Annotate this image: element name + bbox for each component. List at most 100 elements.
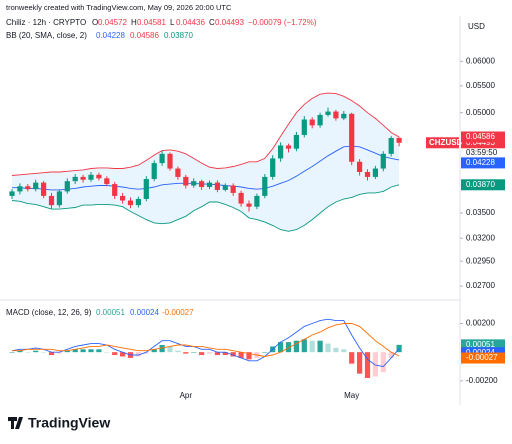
y-tick-label: 0.02700 <box>466 281 495 290</box>
candle-body <box>230 185 236 193</box>
logo-icon <box>8 417 23 429</box>
histogram-bar <box>135 352 141 357</box>
y-tick-label: 0.02950 <box>466 256 495 265</box>
candle-body <box>396 137 402 143</box>
bb-line <box>11 92 400 176</box>
candle-body <box>88 174 94 180</box>
candle-body <box>380 153 386 169</box>
histogram-bar <box>278 342 284 353</box>
y-tick-label: 0.00200 <box>466 319 495 328</box>
histogram-bar <box>206 352 213 354</box>
candle-body <box>301 119 307 135</box>
tradingview-logo: TradingView <box>8 415 110 431</box>
candle-body <box>9 191 15 196</box>
candle-body <box>349 113 355 162</box>
legend-value: 0.04436 <box>176 18 205 27</box>
candle-body <box>64 181 70 192</box>
histogram-bar <box>72 349 78 353</box>
histogram-bar <box>364 352 371 378</box>
candle-body <box>278 145 284 159</box>
histogram-bar <box>17 350 23 353</box>
upper-tag: 0.04586 <box>466 132 495 141</box>
candle-body <box>127 200 134 206</box>
candle-body <box>120 195 126 201</box>
histogram-bar <box>262 352 268 353</box>
candle-body <box>372 168 378 177</box>
histogram-bar <box>325 343 331 353</box>
histogram-bar <box>293 340 299 353</box>
candle-body <box>285 145 292 149</box>
legend-value: 0.04581 <box>137 18 166 27</box>
overlay-value: 0.04228 <box>96 31 125 40</box>
histogram-bar <box>120 352 126 357</box>
candle-body <box>238 192 244 204</box>
histogram-bar <box>33 350 39 353</box>
lower-tag-bg <box>461 179 505 191</box>
candle-body <box>357 161 363 172</box>
histogram-bar <box>199 352 205 356</box>
candle-body <box>214 182 220 190</box>
histogram-bar <box>25 352 31 353</box>
legend-key: L <box>170 18 175 27</box>
countdown: 03:59:50 <box>466 148 498 157</box>
y-tick-label: 0.05500 <box>466 81 495 90</box>
candle-body <box>167 153 173 169</box>
upper-tag-bg <box>461 131 505 143</box>
histogram-bar <box>341 349 347 353</box>
candle-body <box>56 191 62 206</box>
candle-body <box>135 198 141 206</box>
candle-body <box>270 158 276 177</box>
histogram-bar <box>104 352 110 353</box>
candle-body <box>246 203 252 207</box>
histogram-bar <box>222 352 228 356</box>
x-tick-label: Apr <box>180 391 193 400</box>
legend-title: Chiliz · 12h · CRYPTO <box>6 18 86 27</box>
macd-line <box>11 318 400 367</box>
candle-body <box>17 186 23 192</box>
histogram-bar <box>388 352 394 358</box>
histogram-bar <box>80 349 86 353</box>
candle-body <box>151 163 157 180</box>
histogram-bar <box>167 346 173 353</box>
x-tick-label: May <box>344 391 359 400</box>
candle-body <box>325 111 331 115</box>
bb-line <box>11 184 400 232</box>
candle-body <box>309 119 315 126</box>
histogram-bar <box>214 352 220 356</box>
candle-body <box>222 185 228 190</box>
legend-value: 0.00051 <box>96 308 125 317</box>
histogram-bar <box>88 349 94 353</box>
currency: USD <box>468 22 485 31</box>
candle-body <box>143 179 149 199</box>
candle-body <box>254 195 260 207</box>
basis-tag: 0.04228 <box>466 158 495 167</box>
legend-key: H <box>131 18 137 27</box>
histogram-bar <box>175 350 181 353</box>
histogram-bar <box>357 352 363 374</box>
candle-body <box>175 168 181 177</box>
candle-body <box>25 186 31 190</box>
y-tick-label: 0.03200 <box>466 233 495 242</box>
candle-body <box>72 176 78 182</box>
candle-body <box>33 182 39 190</box>
candle-body <box>388 137 394 154</box>
legend-title: MACD (close, 12, 26, 9) <box>6 308 92 317</box>
histogram-bar <box>191 352 197 353</box>
histogram-bar <box>112 352 118 356</box>
legend-change: −0.00079 (−1.72%) <box>248 18 317 27</box>
y-tick-label: -0.00200 <box>466 376 498 385</box>
histogram-bar <box>159 345 165 353</box>
brand: TradingView <box>28 415 110 431</box>
histogram-bar <box>238 352 244 358</box>
histogram-bar <box>333 347 339 353</box>
macd-line <box>12 323 400 357</box>
candle-body <box>262 176 268 196</box>
legend-key: O <box>92 18 98 27</box>
candle-body <box>80 176 86 180</box>
candle-body <box>293 134 299 149</box>
macd-tag: 0.00024 <box>466 348 495 357</box>
y-tick-label: 0.03500 <box>466 208 495 217</box>
histogram-bar <box>64 350 70 353</box>
histogram-bar <box>246 352 252 360</box>
